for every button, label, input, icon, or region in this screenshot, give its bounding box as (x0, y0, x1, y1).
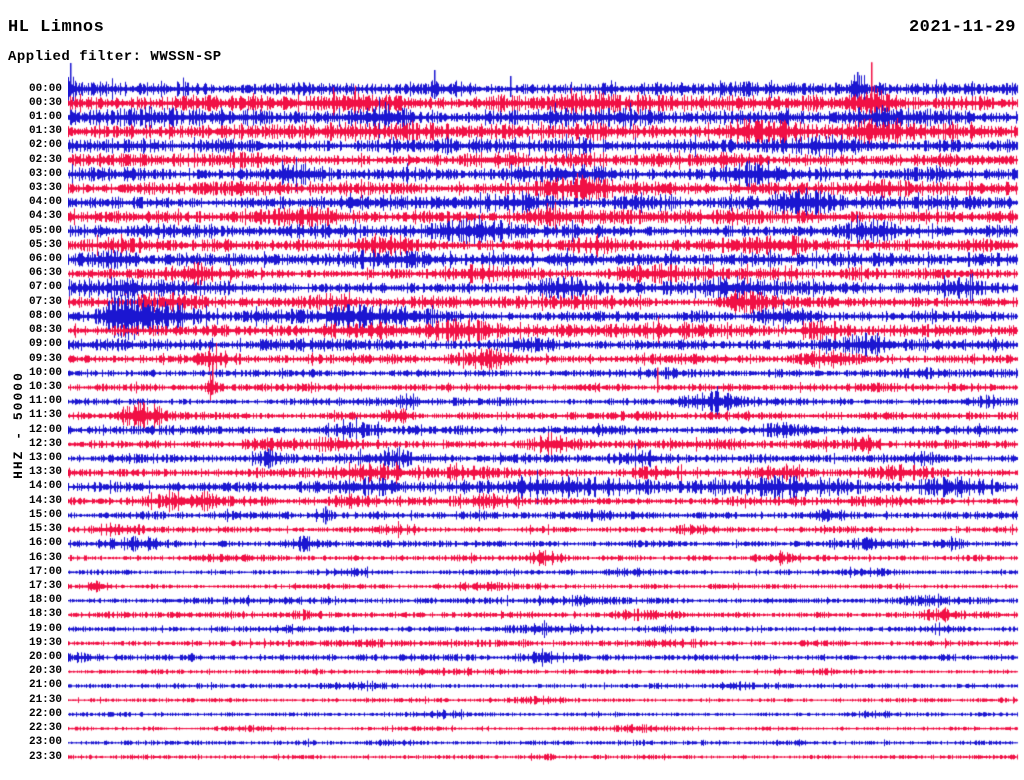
time-label: 01:00 (28, 110, 62, 123)
time-label: 05:30 (28, 238, 62, 251)
time-label: 13:30 (28, 466, 62, 479)
time-label: 05:00 (28, 224, 62, 237)
time-label: 07:00 (28, 281, 62, 294)
station-title: HL Limnos (8, 18, 105, 37)
time-label: 14:00 (28, 480, 62, 493)
time-label: 23:30 (28, 750, 62, 763)
time-label: 13:00 (28, 452, 62, 465)
seismogram-traces-canvas (68, 50, 1020, 780)
time-label: 17:30 (28, 579, 62, 592)
time-label: 16:00 (28, 537, 62, 550)
time-label: 08:30 (28, 324, 62, 337)
time-label: 19:30 (28, 636, 62, 649)
time-label: 10:00 (28, 366, 62, 379)
time-label: 15:30 (28, 523, 62, 536)
time-label: 07:30 (28, 295, 62, 308)
time-label: 11:30 (28, 409, 62, 422)
time-label: 00:00 (28, 82, 62, 95)
time-label: 10:30 (28, 380, 62, 393)
time-label: 04:30 (28, 210, 62, 223)
time-label: 20:30 (28, 665, 62, 678)
time-label: 22:00 (28, 707, 62, 720)
time-label: 06:30 (28, 267, 62, 280)
time-label: 16:30 (28, 551, 62, 564)
time-label: 09:00 (28, 338, 62, 351)
time-label: 17:00 (28, 565, 62, 578)
time-label: 14:30 (28, 494, 62, 507)
time-label: 23:00 (28, 736, 62, 749)
time-label: 19:00 (28, 622, 62, 635)
time-label: 04:00 (28, 196, 62, 209)
time-label: 20:00 (28, 651, 62, 664)
time-label: 18:30 (28, 608, 62, 621)
time-label: 02:00 (28, 139, 62, 152)
time-label: 12:30 (28, 437, 62, 450)
time-label: 21:00 (28, 679, 62, 692)
time-label: 15:00 (28, 508, 62, 521)
time-label: 06:00 (28, 253, 62, 266)
time-label: 01:30 (28, 125, 62, 138)
time-label: 08:00 (28, 309, 62, 322)
time-label: 18:00 (28, 594, 62, 607)
time-label: 12:00 (28, 423, 62, 436)
time-label: 11:00 (28, 395, 62, 408)
time-label: 22:30 (28, 722, 62, 735)
time-label: 09:30 (28, 352, 62, 365)
time-label: 02:30 (28, 153, 62, 166)
time-label: 00:30 (28, 96, 62, 109)
time-label: 03:30 (28, 181, 62, 194)
date-label: 2021-11-29 (908, 18, 1016, 37)
time-label: 21:30 (28, 693, 62, 706)
time-label: 03:00 (28, 167, 62, 180)
